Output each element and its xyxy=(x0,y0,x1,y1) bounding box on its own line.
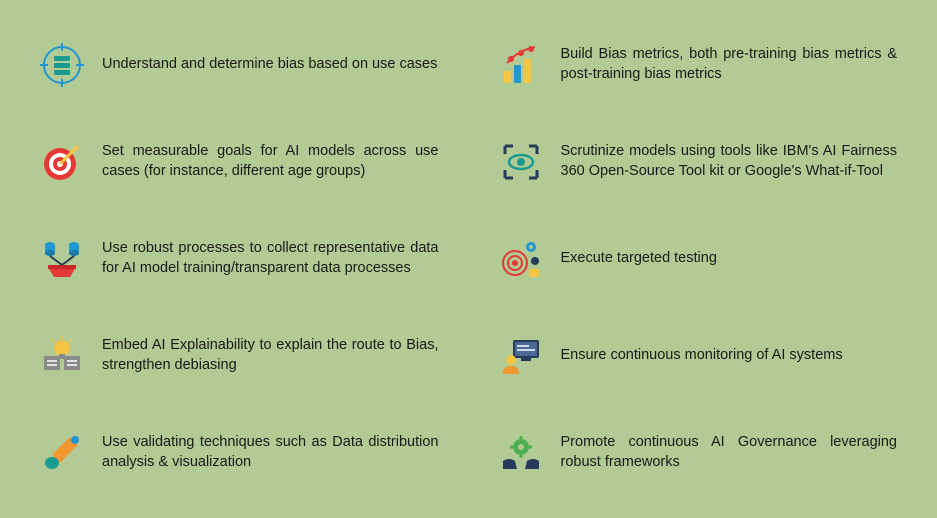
list-item: Use robust processes to collect represen… xyxy=(40,224,439,294)
item-text: Set measurable goals for AI models acros… xyxy=(102,142,439,181)
hands-gear-icon xyxy=(499,431,543,475)
infographic-container: Understand and determine bias based on u… xyxy=(0,0,937,518)
list-item: Promote continuous AI Governance leverag… xyxy=(499,418,898,488)
bar-chart-trend-icon xyxy=(499,43,543,87)
list-item: Execute targeted testing xyxy=(499,224,898,294)
data-pipeline-icon xyxy=(40,237,84,281)
item-text: Promote continuous AI Governance leverag… xyxy=(561,433,898,472)
item-text: Use validating techniques such as Data d… xyxy=(102,433,439,472)
eye-scan-icon xyxy=(499,140,543,184)
list-item: Set measurable goals for AI models acros… xyxy=(40,127,439,197)
item-text: Ensure continuous monitoring of AI syste… xyxy=(561,346,843,366)
item-text: Execute targeted testing xyxy=(561,249,717,269)
item-text: Understand and determine bias based on u… xyxy=(102,55,437,75)
right-column: Build Bias metrics, both pre-training bi… xyxy=(469,30,898,488)
item-text: Build Bias metrics, both pre-training bi… xyxy=(561,45,898,84)
item-text: Scrutinize models using tools like IBM's… xyxy=(561,142,898,181)
item-text: Use robust processes to collect represen… xyxy=(102,239,439,278)
list-item: Use validating techniques such as Data d… xyxy=(40,418,439,488)
item-text: Embed AI Explainability to explain the r… xyxy=(102,336,439,375)
target-dart-icon xyxy=(40,140,84,184)
crosshair-server-icon xyxy=(40,43,84,87)
brush-validate-icon xyxy=(40,431,84,475)
target-gears-icon xyxy=(499,237,543,281)
monitor-person-icon xyxy=(499,334,543,378)
list-item: Understand and determine bias based on u… xyxy=(40,30,439,100)
lightbulb-doc-icon xyxy=(40,334,84,378)
list-item: Scrutinize models using tools like IBM's… xyxy=(499,127,898,197)
list-item: Build Bias metrics, both pre-training bi… xyxy=(499,30,898,100)
list-item: Embed AI Explainability to explain the r… xyxy=(40,321,439,391)
left-column: Understand and determine bias based on u… xyxy=(40,30,469,488)
list-item: Ensure continuous monitoring of AI syste… xyxy=(499,321,898,391)
